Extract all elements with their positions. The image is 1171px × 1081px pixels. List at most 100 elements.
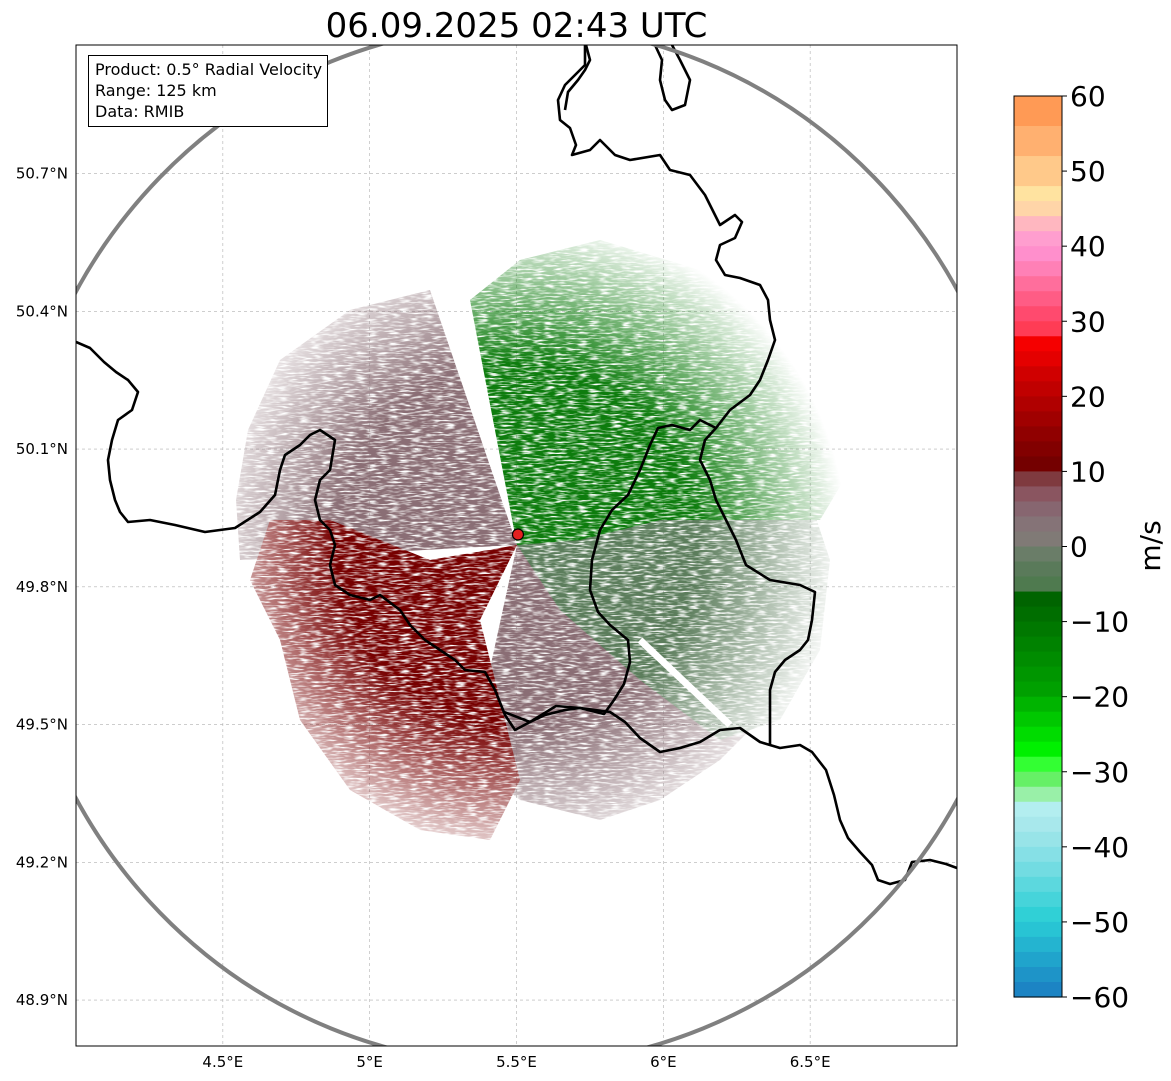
lon-tick-label: 5°E [356,1053,383,1071]
colorbar-band [1014,786,1062,803]
colorbar-tick-label: −10 [1070,606,1129,639]
colorbar-band [1014,291,1062,307]
colorbar-band [1014,636,1062,653]
radar-echo-layer [236,240,850,840]
lat-tick-label: 49.8°N [16,578,68,596]
info-range: Range: 125 km [95,81,217,100]
colorbar-band [1014,396,1062,412]
colorbar-band [1014,966,1062,983]
colorbar-tick-label: 30 [1070,305,1106,338]
country-borders [76,45,957,886]
colorbar-band [1014,831,1062,848]
velocity-region-near-zero-west [236,290,517,560]
colorbar-tick-label: 40 [1070,230,1106,263]
colorbar-band [1014,606,1062,623]
colorbar-tick-label: −60 [1070,981,1129,1014]
colorbar-band [1014,441,1062,457]
colorbar-band [1014,186,1062,202]
colorbar-band [1014,321,1062,337]
lat-tick-label: 50.4°N [16,302,68,320]
colorbar-tick-label: 60 [1070,80,1106,113]
lon-tick-label: 6.5°E [790,1053,831,1071]
colorbar-band [1014,486,1062,503]
axis-ticks: 4.5°E 5°E 5.5°E 6°E 6.5°E 50.7°N 50.4°N 50.1°N 4… [16,165,831,1071]
colorbar-tick-label: −20 [1070,681,1129,714]
lat-tick-label: 50.7°N [16,165,68,183]
colorbar-band [1014,411,1062,427]
colorbar-band [1014,216,1062,232]
info-product: Product: 0.5° Radial Velocity [95,60,323,79]
border-netherlands-germany [653,45,692,112]
colorbar-band [1014,726,1062,743]
info-box: Product: 0.5° Radial Velocity Range: 125… [88,55,329,127]
colorbar-band [1014,621,1062,638]
colorbar-band [1014,666,1062,683]
axes-frame [75,44,958,1047]
colorbar-band [1014,816,1062,833]
lon-tick-label: 4.5°E [202,1053,243,1071]
colorbar-band [1014,576,1062,593]
colorbar-band [1014,366,1062,382]
border-belgium-france [76,340,957,886]
colorbar-band [1014,906,1062,923]
colorbar-band [1014,501,1062,518]
colorbar-band [1014,306,1062,322]
colorbar-band [1014,516,1062,533]
colorbar-band [1014,531,1062,548]
colorbar-tick-label: −50 [1070,906,1129,939]
colorbar-tick-label: −40 [1070,831,1129,864]
colorbar-tick-label: 50 [1070,155,1106,188]
colorbar-tick-label: 20 [1070,380,1106,413]
colorbar-tick-label: 0 [1070,531,1088,564]
colorbar-tick-label: −30 [1070,756,1129,789]
colorbar-band [1014,936,1062,953]
lat-tick-label: 49.5°N [16,716,68,734]
border-germany-north [563,45,592,111]
colorbar-band [1014,981,1062,998]
colorbar-tick-label: 10 [1070,455,1106,488]
lon-tick-label: 5.5°E [496,1053,537,1071]
velocity-region-outbound-southwest [250,520,520,840]
colorbar-band [1014,891,1062,908]
info-source: Data: RMIB [95,102,185,121]
radar-site-marker [511,528,525,541]
colorbar-band [1014,681,1062,698]
colorbar-band [1014,156,1062,187]
colorbar-band [1014,846,1062,863]
lat-tick-label: 49.2°N [16,853,68,871]
velocity-region-inbound-northeast [470,240,850,545]
lat-tick-label: 50.1°N [16,440,68,458]
colorbar-band [1014,876,1062,893]
colorbar-band [1014,471,1062,488]
colorbar-band [1014,351,1062,367]
colorbar: 60 50 40 30 20 10 0 −10 −20 −30 −40 −50 −60 [1013,80,1129,1014]
colorbar-band [1014,951,1062,968]
colorbar-band [1014,711,1062,728]
colorbar-band [1014,861,1062,878]
colorbar-band [1014,651,1062,668]
colorbar-band [1014,801,1062,818]
colorbar-band [1014,546,1062,563]
colorbar-band [1014,591,1062,608]
colorbar-band [1014,126,1062,157]
colorbar-band [1014,231,1062,247]
colorbar-band [1014,771,1062,788]
colorbar-band [1014,261,1062,277]
colorbar-band [1014,246,1062,262]
colorbar-band [1014,426,1062,442]
colorbar-band [1014,96,1062,127]
colorbar-band [1014,696,1062,713]
colorbar-band [1014,336,1062,352]
colorbar-label: m/s [1134,520,1167,571]
lon-tick-label: 6°E [650,1053,677,1071]
colorbar-band [1014,456,1062,473]
colorbar-band [1014,561,1062,578]
border-luxembourg [503,418,817,745]
colorbar-band [1014,921,1062,938]
lat-tick-label: 48.9°N [16,991,68,1009]
colorbar-band [1014,381,1062,397]
colorbar-band [1014,756,1062,773]
colorbar-band [1014,741,1062,758]
velocity-region-near-zero-south [470,545,760,820]
